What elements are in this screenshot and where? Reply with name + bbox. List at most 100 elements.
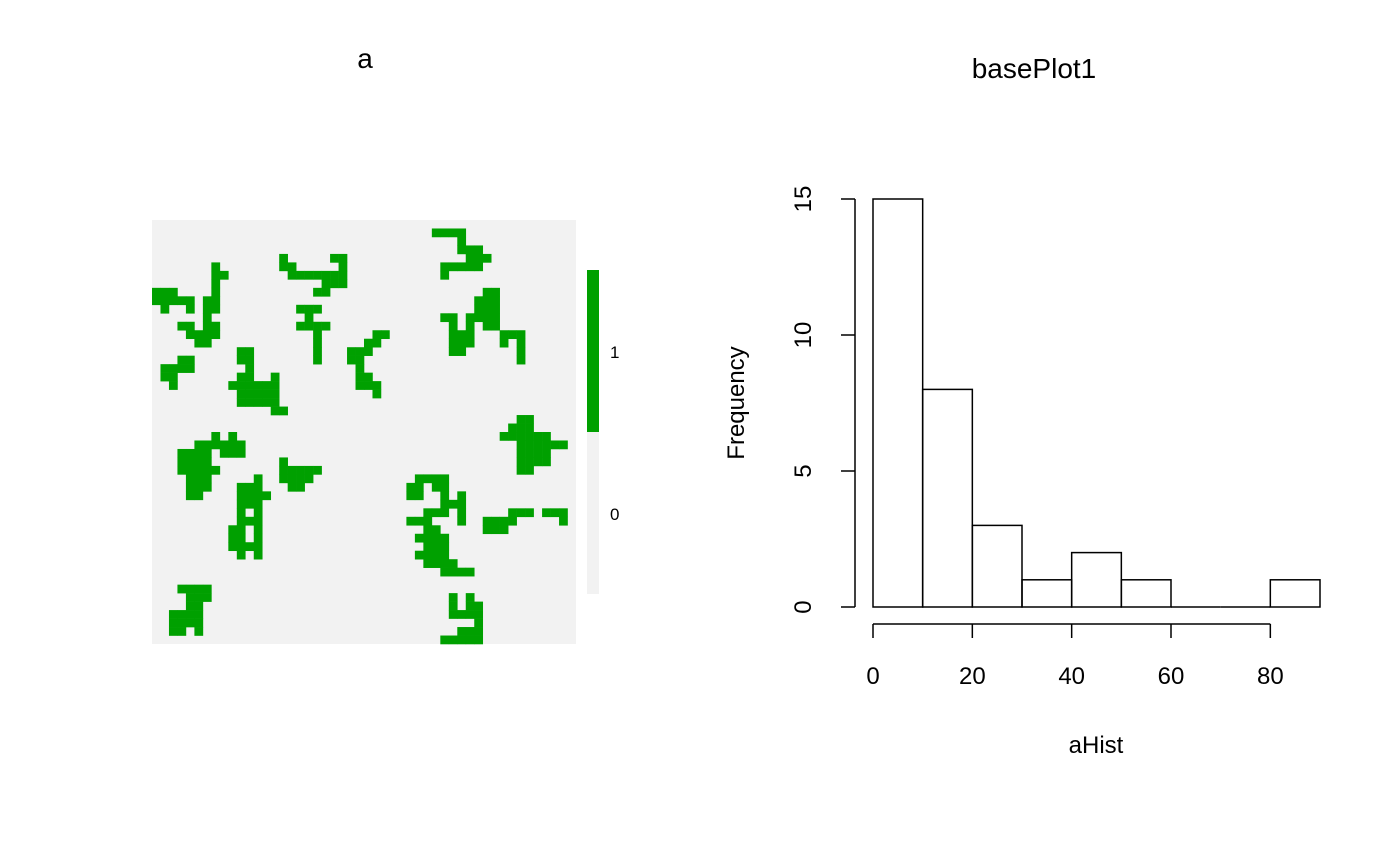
raster-cell	[448, 262, 458, 272]
raster-cell	[508, 516, 517, 526]
raster-cell	[194, 474, 204, 484]
raster-cell	[440, 228, 450, 238]
raster-cell	[245, 482, 255, 492]
raster-cell	[474, 262, 484, 272]
raster-cell	[194, 491, 204, 501]
histogram-bar	[971, 524, 1023, 608]
raster-cell	[482, 313, 492, 323]
raster-cell	[321, 279, 331, 289]
raster-cell	[431, 474, 441, 484]
raster-cell	[465, 593, 475, 602]
raster-cell	[185, 482, 195, 492]
raster-cell	[474, 627, 484, 636]
raster-cell	[330, 270, 339, 280]
raster-cell	[516, 330, 526, 340]
raster-cell	[279, 474, 288, 484]
raster-cell	[211, 270, 221, 280]
histogram-bar	[921, 388, 974, 608]
raster-cell	[372, 381, 382, 390]
raster-cell	[474, 253, 484, 263]
raster-cell	[202, 482, 212, 492]
raster-cell	[533, 440, 543, 450]
raster-cell	[457, 338, 467, 348]
raster-cell	[516, 457, 526, 467]
raster-cell	[474, 296, 484, 306]
raster-cell	[194, 457, 204, 467]
raster-cell	[508, 432, 517, 441]
raster-cell	[253, 499, 263, 509]
raster-cell	[423, 525, 433, 535]
raster-cell	[448, 635, 458, 645]
raster-cell	[372, 330, 382, 340]
raster-cell	[236, 533, 246, 543]
raster-cell	[245, 372, 255, 382]
raster-cell	[448, 567, 458, 577]
raster-cell	[253, 508, 263, 518]
raster-cell	[185, 610, 195, 619]
raster-cell	[194, 338, 204, 348]
raster-cell	[296, 474, 305, 484]
raster-cell	[457, 567, 467, 577]
raster-cell	[465, 262, 475, 272]
raster-cell	[236, 372, 246, 382]
raster-cell	[160, 372, 170, 382]
raster-cell	[491, 313, 500, 323]
raster-cell	[177, 457, 187, 467]
raster-cell	[253, 525, 263, 535]
raster-cell	[313, 304, 322, 314]
raster-cell	[525, 457, 534, 467]
raster-cell	[253, 516, 263, 526]
raster-cell	[499, 338, 509, 348]
raster-cell	[525, 415, 534, 424]
raster-cell	[482, 287, 492, 297]
raster-cell	[423, 508, 433, 518]
raster-cell	[236, 542, 246, 552]
raster-cell	[177, 610, 187, 619]
raster-cell	[372, 338, 382, 348]
raster-cell	[508, 330, 517, 340]
raster-cell	[168, 381, 178, 390]
x-tick-label: 40	[1058, 663, 1085, 690]
raster-cell	[185, 321, 195, 331]
raster-cell	[304, 474, 314, 484]
raster-legend: 1 0	[587, 270, 619, 594]
raster-cell	[448, 338, 458, 348]
raster-cell	[465, 635, 475, 645]
raster-cell	[482, 516, 492, 526]
raster-cell	[414, 550, 424, 560]
raster-cell	[202, 321, 212, 331]
raster-cells	[152, 228, 568, 645]
x-axis: 0 20 40 60 80	[866, 623, 1284, 690]
y-tick-label: 15	[790, 186, 817, 213]
raster-cell	[499, 432, 509, 441]
raster-cell	[364, 338, 373, 348]
raster-cell	[279, 262, 288, 272]
raster-cell	[245, 499, 255, 509]
raster-cell	[202, 330, 212, 340]
raster-cell	[542, 440, 551, 450]
raster-cell	[194, 448, 204, 458]
raster-cell	[228, 381, 238, 390]
raster-cell	[228, 448, 238, 458]
raster-cell	[304, 313, 314, 323]
raster-cell	[516, 347, 526, 356]
raster-cell	[533, 457, 543, 467]
raster-cell	[313, 465, 322, 475]
raster-cell	[177, 465, 187, 475]
raster-cell	[194, 601, 204, 611]
raster-cell	[474, 635, 484, 645]
raster-cell	[465, 627, 475, 636]
raster-cell	[414, 516, 424, 526]
raster-cell	[491, 516, 500, 526]
raster-cell	[516, 465, 526, 475]
x-tick-label: 0	[866, 663, 879, 690]
raster-cell	[185, 491, 195, 501]
raster-cell	[236, 499, 246, 509]
raster-cell	[185, 330, 195, 340]
raster-cell	[185, 304, 195, 314]
raster-cell	[185, 364, 195, 373]
raster-cell	[448, 593, 458, 602]
raster-cell	[355, 347, 365, 356]
raster-cell	[465, 610, 475, 619]
